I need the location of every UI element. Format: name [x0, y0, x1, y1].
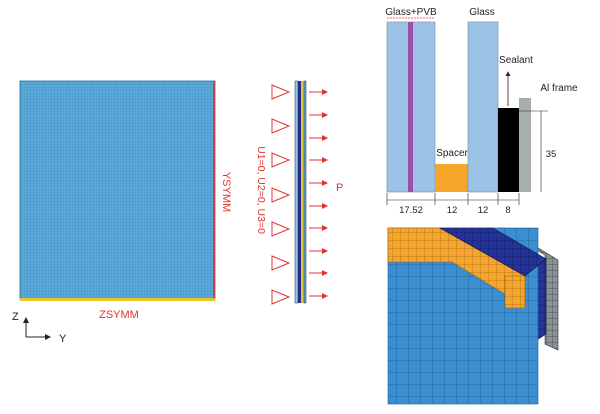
ysymm-label: YSYMM — [220, 172, 232, 212]
dim-height-value: 35 — [546, 149, 557, 160]
sealant-block — [498, 108, 519, 192]
spacer-block — [435, 164, 468, 192]
dim-width-4: 8 — [505, 205, 510, 216]
pvb-interlayer — [408, 22, 413, 192]
front-mesh-plate — [19, 80, 216, 300]
dim-width-2: 12 — [447, 205, 458, 216]
side-layer-spacer — [301, 81, 304, 303]
support-triangle — [271, 187, 291, 203]
boundary-condition-label: U1=0, U2=0, U3=0 — [255, 146, 267, 234]
axis-y-label: Y — [59, 333, 67, 345]
side-layer-cavity — [303, 80, 307, 304]
pressure-label: P — [336, 182, 343, 194]
support-triangles — [271, 84, 291, 305]
label-spacer: Spacer — [436, 148, 468, 159]
support-triangle — [271, 84, 291, 100]
mesh-corner-detail — [387, 227, 559, 405]
label-glass-pvb: Glass+PVB — [385, 7, 437, 18]
mesh-spacer-orange-face — [504, 275, 526, 309]
support-triangle — [271, 221, 291, 237]
front-view-panel: YSYMM ZSYMM — [19, 80, 232, 321]
side-view-panel: U1=0, U2=0, U3=0 P — [255, 80, 343, 305]
axis-triad: Z Y — [12, 311, 67, 345]
section-schematic: Glass+PVB Glass Spacer Sealant Al frame … — [385, 7, 578, 216]
dim-width-3: 12 — [478, 205, 489, 216]
label-al-frame: Al frame — [540, 83, 578, 94]
label-glass: Glass — [469, 7, 495, 18]
support-triangle — [271, 255, 291, 271]
al-frame — [519, 98, 531, 192]
axis-z-label: Z — [12, 311, 19, 323]
support-triangle — [271, 118, 291, 134]
pressure-arrows — [309, 89, 328, 299]
glass-pane — [467, 21, 499, 193]
dim-width-1: 17.52 — [399, 205, 423, 216]
side-layer-glass-inner — [298, 81, 301, 303]
zsymm-edge-strip — [20, 298, 215, 301]
support-triangle — [271, 152, 291, 168]
label-sealant: Sealant — [499, 55, 533, 66]
support-triangle — [271, 289, 291, 305]
zsymm-label: ZSYMM — [99, 309, 139, 321]
side-layer-glass-outer — [294, 80, 299, 304]
mesh-navy-top — [438, 227, 547, 277]
